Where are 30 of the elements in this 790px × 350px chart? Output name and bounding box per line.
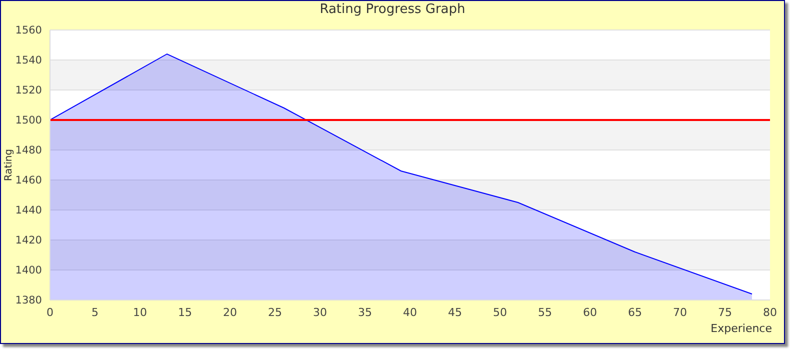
y-tick-label: 1400 bbox=[15, 264, 42, 277]
x-tick-label: 70 bbox=[673, 306, 687, 319]
y-tick-label: 1440 bbox=[15, 204, 42, 217]
x-tick-label: 5 bbox=[92, 306, 98, 319]
x-tick-label: 50 bbox=[493, 306, 507, 319]
y-axis-title: Rating bbox=[4, 148, 14, 182]
x-tick-label: 60 bbox=[583, 306, 597, 319]
x-tick-label: 80 bbox=[763, 306, 777, 319]
x-tick-label: 75 bbox=[718, 306, 732, 319]
y-tick-label: 1520 bbox=[15, 84, 42, 97]
x-axis-title: Experience bbox=[710, 322, 772, 335]
x-tick-label: 40 bbox=[403, 306, 417, 319]
y-tick-label: 1420 bbox=[15, 234, 42, 247]
x-tick-label: 30 bbox=[313, 306, 327, 319]
y-tick-label: 1500 bbox=[15, 114, 42, 127]
y-tick-label: 1380 bbox=[15, 294, 42, 307]
x-tick-label: 65 bbox=[628, 306, 642, 319]
x-tick-label: 35 bbox=[358, 306, 372, 319]
x-tick-label: 20 bbox=[223, 306, 237, 319]
x-tick-label: 10 bbox=[133, 306, 147, 319]
x-tick-label: 25 bbox=[268, 306, 282, 319]
y-tick-label: 1460 bbox=[15, 174, 42, 187]
x-tick-label: 0 bbox=[46, 306, 54, 319]
y-tick-label: 1560 bbox=[15, 24, 42, 37]
y-tick-label: 1480 bbox=[15, 144, 42, 157]
y-tick-label: 1540 bbox=[15, 54, 42, 67]
x-tick-label: 15 bbox=[178, 306, 192, 319]
x-tick-label: 55 bbox=[538, 306, 552, 319]
chart-title: Rating Progress Graph bbox=[318, 2, 466, 17]
x-tick-label: 45 bbox=[448, 306, 462, 319]
